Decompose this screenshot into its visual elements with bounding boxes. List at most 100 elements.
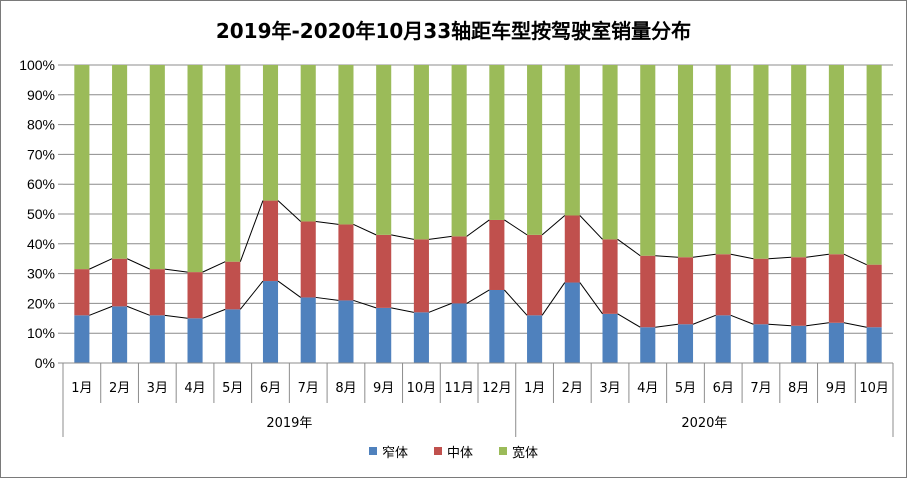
bar-wide bbox=[225, 65, 241, 262]
bar-wide bbox=[527, 65, 543, 235]
bar-narrow bbox=[640, 327, 656, 363]
y-tick-label: 80% bbox=[27, 117, 55, 133]
bar-medium bbox=[187, 272, 203, 319]
bar-narrow bbox=[376, 307, 392, 363]
chart-title: 2019年-2020年10月33轴距车型按驾驶室销量分布 bbox=[215, 19, 692, 43]
bar-wide bbox=[376, 65, 392, 235]
bar-wide bbox=[413, 65, 429, 240]
legend-item-medium: 中体 bbox=[433, 442, 473, 461]
bar-medium bbox=[262, 200, 279, 282]
x-tick-label: 6月 bbox=[260, 381, 281, 396]
bar-narrow bbox=[489, 289, 505, 363]
bar-wide bbox=[715, 65, 731, 255]
x-tick-label: 1月 bbox=[524, 381, 545, 396]
bar-narrow bbox=[602, 313, 618, 363]
x-tick-label: 4月 bbox=[184, 381, 205, 396]
bar-narrow bbox=[74, 315, 90, 363]
bar-wide bbox=[753, 65, 769, 259]
bar-medium bbox=[828, 254, 844, 323]
bar-narrow bbox=[300, 297, 316, 363]
legend-label-wide: 宽体 bbox=[512, 445, 539, 461]
bar-narrow bbox=[149, 315, 165, 363]
bar-wide bbox=[74, 65, 90, 270]
y-tick-label: 40% bbox=[27, 236, 55, 252]
bar-medium bbox=[527, 234, 543, 316]
bar-narrow bbox=[527, 315, 543, 363]
bar-medium bbox=[715, 254, 731, 316]
y-tick-label: 90% bbox=[27, 87, 55, 103]
x-tick-label: 2月 bbox=[562, 381, 583, 396]
bar-narrow bbox=[451, 303, 467, 363]
bar-wide bbox=[866, 65, 882, 265]
bar-medium bbox=[149, 269, 165, 316]
bar-narrow bbox=[866, 327, 882, 363]
x-tick-label: 9月 bbox=[373, 381, 394, 396]
legend-label-medium: 中体 bbox=[446, 445, 473, 461]
y-tick-label: 0% bbox=[35, 355, 55, 371]
bar-narrow bbox=[828, 322, 844, 363]
bar-narrow bbox=[112, 306, 128, 363]
bar-narrow bbox=[564, 282, 580, 363]
bar-wide bbox=[791, 65, 807, 258]
bar-medium bbox=[489, 219, 505, 290]
y-tick-label: 60% bbox=[27, 176, 55, 192]
y-tick-label: 100% bbox=[19, 57, 55, 73]
bar-medium bbox=[753, 258, 769, 325]
bar-wide bbox=[149, 65, 165, 270]
bar-wide bbox=[677, 65, 694, 258]
bar-medium bbox=[791, 257, 807, 326]
bar-wide bbox=[300, 65, 316, 222]
legend-swatch-medium bbox=[433, 447, 442, 455]
bar-narrow bbox=[338, 300, 354, 363]
bar-wide bbox=[338, 65, 354, 225]
bar-medium bbox=[338, 224, 354, 301]
x-tick-label: 7月 bbox=[750, 381, 771, 396]
x-tick-label: 11月 bbox=[444, 381, 474, 396]
legend-item-wide: 宽体 bbox=[499, 442, 538, 461]
bar-medium bbox=[74, 269, 90, 316]
x-tick-label: 8月 bbox=[788, 381, 809, 396]
chart-legend: 窄体 中体 宽体 bbox=[1, 441, 906, 461]
bar-medium bbox=[640, 255, 656, 328]
legend-swatch-wide bbox=[499, 447, 507, 455]
y-tick-label: 70% bbox=[27, 146, 55, 162]
bar-wide bbox=[262, 65, 279, 201]
x-tick-label: 10月 bbox=[859, 381, 889, 396]
bar-medium bbox=[564, 215, 580, 283]
x-tick-label: 3月 bbox=[147, 381, 168, 396]
bar-wide bbox=[187, 65, 203, 273]
bar-wide bbox=[489, 65, 505, 220]
bar-narrow bbox=[413, 312, 429, 363]
x-tick-label: 7月 bbox=[298, 381, 319, 396]
bar-medium bbox=[225, 261, 241, 310]
y-tick-label: 30% bbox=[27, 266, 55, 282]
bar-medium bbox=[413, 239, 429, 313]
bar-medium bbox=[376, 234, 392, 308]
x-tick-label: 2月 bbox=[109, 381, 130, 396]
legend-label-narrow: 窄体 bbox=[381, 445, 408, 461]
x-tick-label: 4月 bbox=[637, 381, 658, 396]
bar-narrow bbox=[791, 325, 807, 363]
bar-medium bbox=[112, 258, 128, 307]
x-group-label: 2019年 bbox=[266, 416, 312, 431]
x-tick-label: 9月 bbox=[826, 381, 847, 396]
bar-wide bbox=[828, 65, 844, 255]
bar-medium bbox=[451, 236, 467, 304]
bar-medium bbox=[602, 239, 618, 314]
bar-medium bbox=[866, 264, 882, 328]
y-tick-label: 50% bbox=[27, 206, 55, 222]
bar-narrow bbox=[262, 281, 279, 363]
x-tick-label: 5月 bbox=[675, 381, 696, 396]
bar-narrow bbox=[753, 324, 769, 363]
bar-wide bbox=[640, 65, 656, 256]
bar-narrow bbox=[225, 309, 241, 363]
x-tick-label: 3月 bbox=[599, 381, 620, 396]
bar-wide bbox=[564, 65, 580, 216]
x-tick-label: 10月 bbox=[407, 381, 437, 396]
bar-narrow bbox=[715, 315, 731, 363]
x-group-label: 2020年 bbox=[681, 416, 727, 431]
bar-wide bbox=[451, 65, 467, 237]
bar-narrow bbox=[677, 324, 694, 363]
